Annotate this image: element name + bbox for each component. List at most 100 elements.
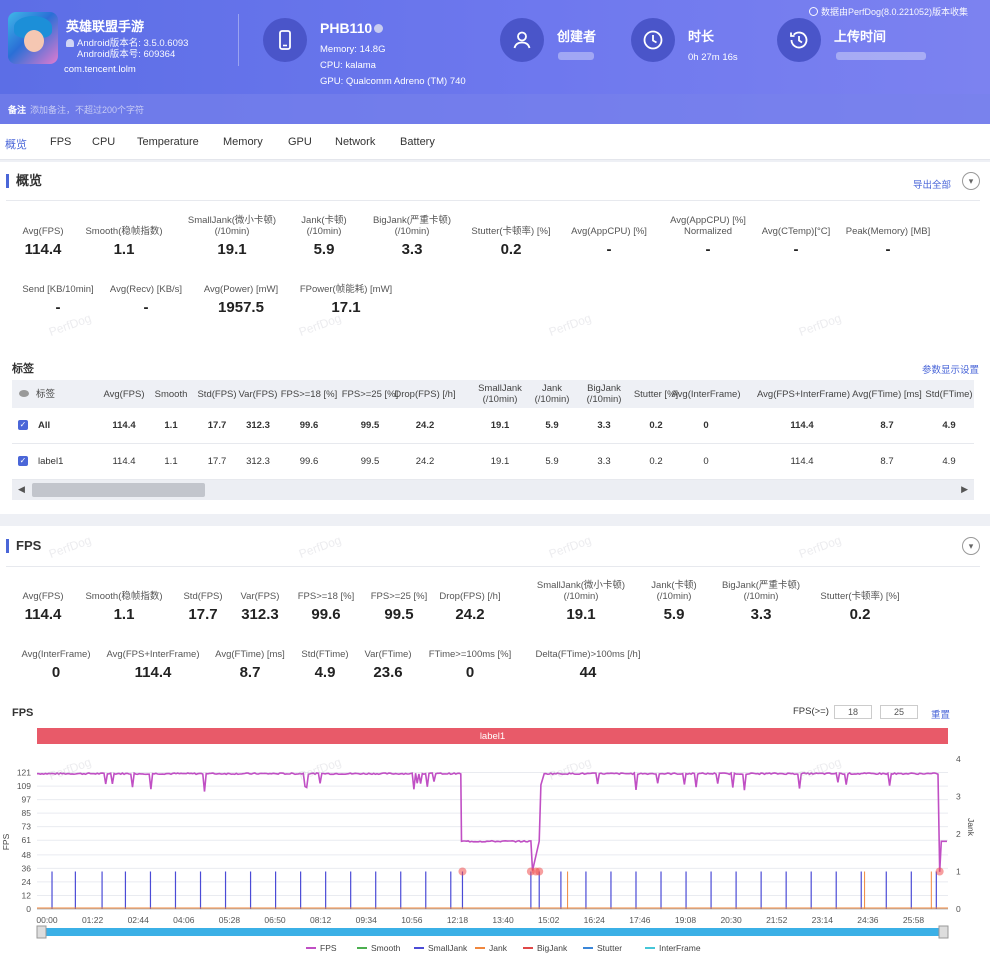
- x-tick-label: 21:52: [766, 915, 788, 925]
- table-horizontal-scrollbar[interactable]: ◀ ▶: [12, 480, 974, 500]
- scrollbar-thumb[interactable]: [32, 483, 205, 497]
- column-header[interactable]: Stutter [%]: [633, 389, 679, 400]
- column-header[interactable]: Var(FPS): [238, 389, 278, 400]
- table-row[interactable]: ✓ label1 114.4 1.1 17.7 312.3 99.6 99.5 24.2 19.1…: [12, 444, 974, 480]
- fps-divider: [6, 566, 980, 567]
- column-header[interactable]: Avg(FPS+InterFrame): [757, 389, 851, 400]
- table-row[interactable]: ✓ All 114.4 1.1 17.7 312.3 99.6 99.5 24.2 19.1 5.9…: [12, 408, 974, 444]
- x-tick-label: 16:24: [584, 915, 606, 925]
- fps-chart[interactable]: label10122436486173859710912101234FPSJan…: [0, 722, 990, 954]
- table-cell: 114.4: [790, 456, 814, 467]
- y2-tick-label: 3: [956, 792, 961, 802]
- fps-chart-title: FPS: [12, 707, 34, 719]
- metric-0: Avg(InterFrame) 0: [0, 649, 116, 681]
- metric-label: Var(FTime): [364, 649, 412, 660]
- tab-cpu[interactable]: CPU: [92, 136, 116, 148]
- reset-link[interactable]: 重置: [931, 710, 951, 721]
- metric-5: FTime>=100ms [%] 0: [410, 649, 530, 681]
- export-all-link[interactable]: 导出全部: [913, 180, 952, 191]
- tab-temperature[interactable]: Temperature: [137, 136, 199, 148]
- device-gpu: GPU: Qualcomm Adreno (TM) 740: [320, 76, 466, 87]
- header-divider: [238, 14, 239, 66]
- table-cell: 17.7: [207, 456, 227, 467]
- fps-threshold-input-2[interactable]: 25: [880, 705, 918, 719]
- metric-9: Peak(Memory) [MB] -: [828, 226, 948, 258]
- metric-value: 312.3: [241, 606, 279, 623]
- column-header[interactable]: FPS>=18 [%]: [280, 389, 338, 400]
- y2-tick-label: 2: [956, 829, 961, 839]
- table-cell: 4.9: [942, 420, 956, 431]
- column-header[interactable]: Drop(FPS) [/h]: [394, 389, 456, 400]
- x-tick-label: 13:40: [492, 915, 514, 925]
- tab-battery[interactable]: Battery: [400, 136, 435, 148]
- column-header[interactable]: Avg(FPS): [103, 389, 145, 400]
- metric-value: 8.7: [239, 664, 261, 681]
- row-checkbox[interactable]: ✓: [18, 456, 28, 466]
- fps-threshold-label: FPS(>=): [793, 706, 829, 717]
- column-header[interactable]: Std(FTime): [925, 389, 973, 400]
- y-tick-label: 48: [22, 850, 32, 860]
- x-tick-label: 02:44: [128, 915, 150, 925]
- metric-value: -: [143, 299, 149, 316]
- metric-label: Jank(卡顿) (/10min): [651, 580, 697, 602]
- table-cell: 24.2: [415, 420, 435, 431]
- tab-network[interactable]: Network: [335, 136, 376, 148]
- metric-6: Avg(AppCPU) [%] -: [549, 226, 669, 258]
- table-cell: 0.2: [649, 420, 663, 431]
- table-cell: label1: [38, 456, 64, 467]
- column-header[interactable]: BigJank (/10min): [586, 383, 622, 405]
- metric-label: Stutter(卡顿率) [%]: [820, 591, 900, 602]
- metric-1: Smooth(稳帧指数) 1.1: [64, 591, 184, 623]
- metric-5: FPS>=25 [%] 99.5: [339, 591, 459, 623]
- x-tick-label: 20:30: [720, 915, 742, 925]
- app-name: 英雄联盟手游: [66, 19, 145, 34]
- remark-label: 备注: [8, 105, 27, 115]
- fps-section-title: FPS: [6, 539, 41, 553]
- duration-title: 时长: [688, 29, 715, 44]
- upload-time-value: [836, 52, 926, 63]
- table-cell: All: [38, 420, 51, 431]
- collapse-overview-button[interactable]: ▾: [962, 172, 980, 190]
- column-header[interactable]: Jank (/10min): [534, 383, 570, 405]
- tab-fps[interactable]: FPS: [50, 136, 72, 148]
- metric-label: Avg(FPS): [22, 591, 64, 602]
- x-tick-label: 23:14: [812, 915, 834, 925]
- column-header[interactable]: Avg(InterFrame): [671, 389, 741, 400]
- y-tick-label: 36: [22, 863, 32, 873]
- y2-tick-label: 4: [956, 754, 961, 764]
- metric-0: Avg(FPS) 114.4: [0, 226, 103, 258]
- table-cell: 24.2: [415, 456, 435, 467]
- column-header[interactable]: SmallJank (/10min): [478, 383, 522, 405]
- column-header[interactable]: 标签: [36, 389, 56, 400]
- tab-overview[interactable]: 概览: [5, 139, 27, 151]
- fps-series-line: [37, 771, 947, 872]
- scroll-left-icon[interactable]: ◀: [18, 484, 25, 494]
- metric-label: SmallJank(微小卡顿) (/10min): [187, 215, 277, 237]
- column-header[interactable]: FPS>=25 [%]: [341, 389, 399, 400]
- metric-value: 24.2: [455, 606, 485, 623]
- info-icon[interactable]: [374, 24, 384, 33]
- remark-bar[interactable]: 备注 添加备注，不超过200个字符: [0, 94, 990, 124]
- tab-memory[interactable]: Memory: [223, 136, 263, 148]
- table-cell: 99.6: [299, 456, 319, 467]
- metric-8: Jank(卡顿) (/10min) 5.9: [614, 580, 734, 623]
- device-memory: Memory: 14.8G: [320, 44, 386, 55]
- remark-input[interactable]: 添加备注，不超过200个字符: [30, 105, 145, 115]
- column-header[interactable]: Smooth: [154, 389, 188, 400]
- row-checkbox[interactable]: ✓: [18, 420, 28, 430]
- tab-gpu[interactable]: GPU: [288, 136, 312, 148]
- param-settings-link[interactable]: 参数显示设置: [922, 365, 980, 376]
- scroll-right-icon[interactable]: ▶: [961, 484, 968, 494]
- y-tick-label: 0: [26, 904, 31, 914]
- app-icon: [8, 12, 58, 64]
- table-header: 标签 Avg(FPS) Smooth Std(FPS) Var(FPS) FPS>=18 …: [12, 380, 974, 408]
- fps-threshold-input-1[interactable]: 18: [834, 705, 872, 719]
- x-tick-label: 25:58: [903, 915, 925, 925]
- metric-label: Jank(卡顿) (/10min): [301, 215, 347, 237]
- column-header[interactable]: Avg(FTime) [ms]: [852, 389, 922, 400]
- collapse-fps-button[interactable]: ▾: [962, 537, 980, 555]
- phone-icon: [263, 18, 307, 62]
- eye-icon[interactable]: [19, 390, 29, 397]
- column-header[interactable]: Std(FPS): [197, 389, 237, 400]
- metric-value: -: [885, 241, 891, 258]
